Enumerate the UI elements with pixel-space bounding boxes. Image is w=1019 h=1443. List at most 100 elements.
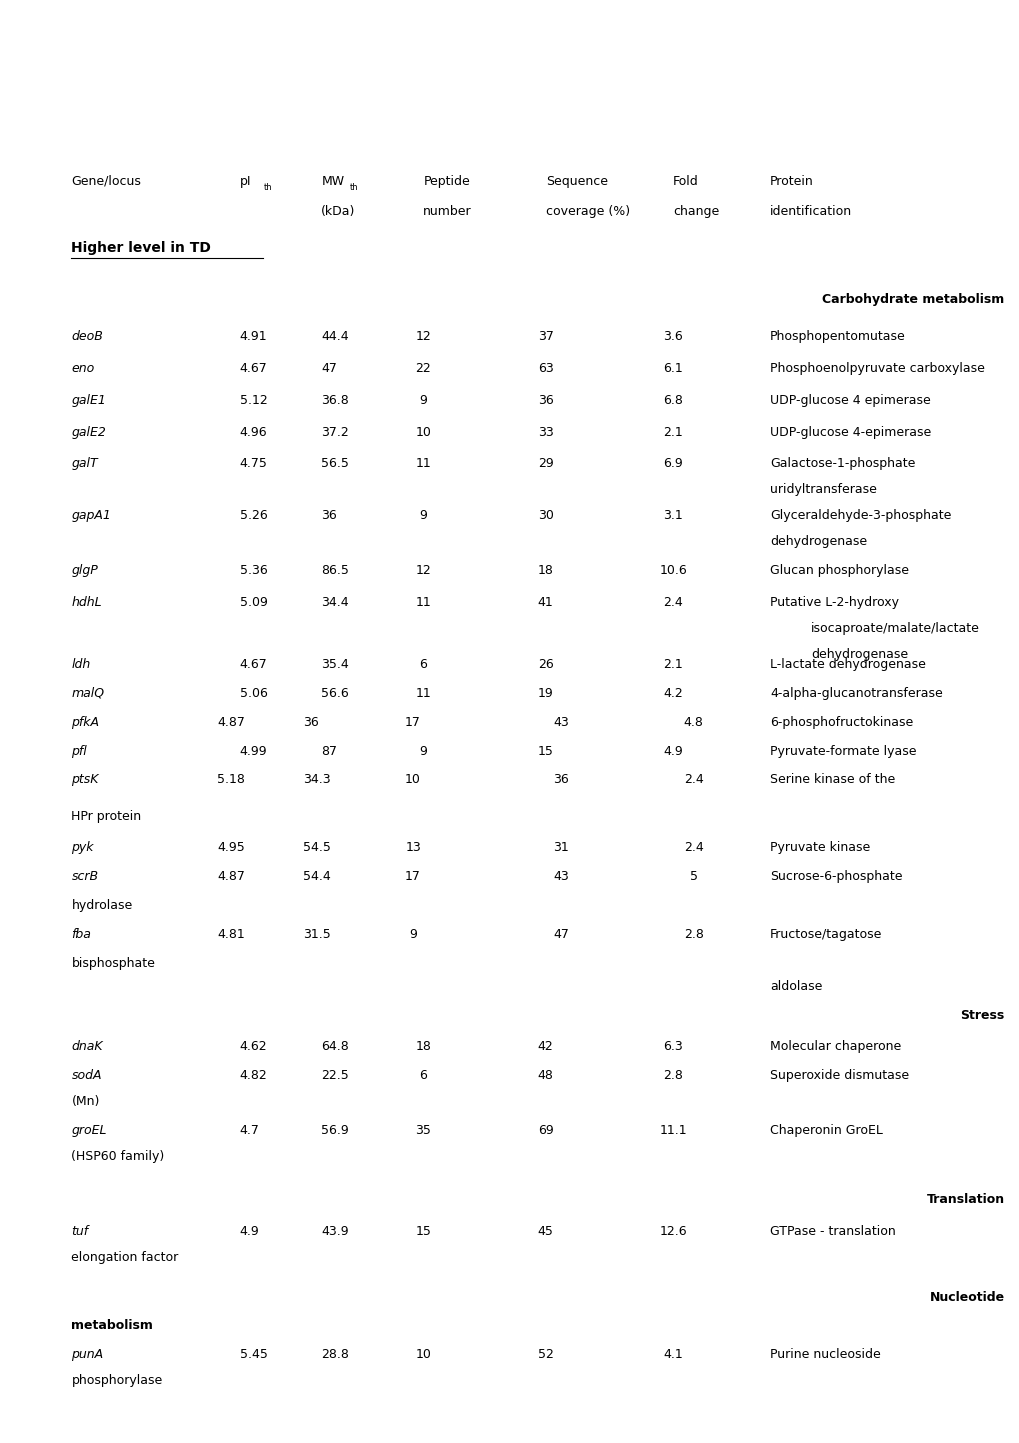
Text: 34.4: 34.4 [321,596,348,609]
Text: 6.8: 6.8 [662,394,683,407]
Text: sodA: sodA [71,1069,102,1082]
Text: 52: 52 [537,1348,553,1361]
Text: 9: 9 [419,509,427,522]
Text: 9: 9 [419,745,427,758]
Text: 4.8: 4.8 [683,716,703,729]
Text: aldolase: aldolase [769,980,821,993]
Text: 6: 6 [419,658,427,671]
Text: 19: 19 [537,687,553,700]
Text: (kDa): (kDa) [321,205,356,218]
Text: 63: 63 [537,362,553,375]
Text: 11: 11 [415,687,431,700]
Text: 36.8: 36.8 [321,394,348,407]
Text: 48: 48 [537,1069,553,1082]
Text: 2.8: 2.8 [683,928,703,941]
Text: 45: 45 [537,1225,553,1238]
Text: metabolism: metabolism [71,1319,153,1332]
Text: deoB: deoB [71,330,103,343]
Text: 54.4: 54.4 [303,870,330,883]
Text: 4.62: 4.62 [239,1040,267,1053]
Text: 31: 31 [552,841,569,854]
Text: 11: 11 [415,596,431,609]
Text: galE1: galE1 [71,394,106,407]
Text: glgP: glgP [71,564,98,577]
Text: 4.96: 4.96 [239,426,267,439]
Text: 31.5: 31.5 [303,928,330,941]
Text: Glyceraldehyde-3-phosphate: Glyceraldehyde-3-phosphate [769,509,951,522]
Text: tuf: tuf [71,1225,89,1238]
Text: 4.2: 4.2 [662,687,683,700]
Text: 35: 35 [415,1124,431,1137]
Text: elongation factor: elongation factor [71,1251,178,1264]
Text: Pyruvate kinase: Pyruvate kinase [769,841,869,854]
Text: 4.67: 4.67 [239,362,267,375]
Text: Chaperonin GroEL: Chaperonin GroEL [769,1124,882,1137]
Text: 35.4: 35.4 [321,658,348,671]
Text: 5.36: 5.36 [239,564,267,577]
Text: ldh: ldh [71,658,91,671]
Text: 22: 22 [415,362,431,375]
Text: 4.81: 4.81 [217,928,245,941]
Text: 36: 36 [303,716,318,729]
Text: 6: 6 [419,1069,427,1082]
Text: 2.4: 2.4 [683,841,703,854]
Text: Carbohydrate metabolism: Carbohydrate metabolism [821,293,1004,306]
Text: 2.4: 2.4 [683,773,703,786]
Text: Superoxide dismutase: Superoxide dismutase [769,1069,908,1082]
Text: Gene/locus: Gene/locus [71,175,142,188]
Text: Pyruvate-formate lyase: Pyruvate-formate lyase [769,745,916,758]
Text: Phosphopentomutase: Phosphopentomutase [769,330,905,343]
Text: uridyltransferase: uridyltransferase [769,483,876,496]
Text: gapA1: gapA1 [71,509,111,522]
Text: 2.8: 2.8 [662,1069,683,1082]
Text: 42: 42 [537,1040,553,1053]
Text: bisphosphate: bisphosphate [71,957,155,970]
Text: 12.6: 12.6 [658,1225,687,1238]
Text: hydrolase: hydrolase [71,899,132,912]
Text: dehydrogenase: dehydrogenase [769,535,866,548]
Text: 6.3: 6.3 [662,1040,683,1053]
Text: 3.6: 3.6 [662,330,683,343]
Text: 10: 10 [415,1348,431,1361]
Text: Higher level in TD: Higher level in TD [71,241,211,255]
Text: 86.5: 86.5 [321,564,348,577]
Text: Sequence: Sequence [545,175,607,188]
Text: 47: 47 [552,928,569,941]
Text: MW: MW [321,175,344,188]
Text: 4.82: 4.82 [239,1069,267,1082]
Text: punA: punA [71,1348,103,1361]
Text: 43: 43 [552,716,569,729]
Text: 56.9: 56.9 [321,1124,348,1137]
Text: 43: 43 [552,870,569,883]
Text: 37.2: 37.2 [321,426,348,439]
Text: 43.9: 43.9 [321,1225,348,1238]
Text: 2.4: 2.4 [662,596,683,609]
Text: 18: 18 [537,564,553,577]
Text: GTPase - translation: GTPase - translation [769,1225,895,1238]
Text: galT: galT [71,457,98,470]
Text: 4.87: 4.87 [217,716,245,729]
Text: galE2: galE2 [71,426,106,439]
Text: coverage (%): coverage (%) [545,205,629,218]
Text: Protein: Protein [769,175,813,188]
Text: Glucan phosphorylase: Glucan phosphorylase [769,564,908,577]
Text: 9: 9 [409,928,417,941]
Text: Nucleotide: Nucleotide [928,1291,1004,1304]
Text: malQ: malQ [71,687,104,700]
Text: fba: fba [71,928,91,941]
Text: Molecular chaperone: Molecular chaperone [769,1040,901,1053]
Text: groEL: groEL [71,1124,107,1137]
Text: 4.91: 4.91 [239,330,267,343]
Text: 47: 47 [321,362,337,375]
Text: 37: 37 [537,330,553,343]
Text: 87: 87 [321,745,337,758]
Text: hdhL: hdhL [71,596,102,609]
Text: 4.95: 4.95 [217,841,245,854]
Text: th: th [264,183,272,192]
Text: 2.1: 2.1 [662,658,683,671]
Text: 17: 17 [405,870,421,883]
Text: 56.5: 56.5 [321,457,348,470]
Text: 69: 69 [537,1124,553,1137]
Text: 2.1: 2.1 [662,426,683,439]
Text: 4.99: 4.99 [239,745,267,758]
